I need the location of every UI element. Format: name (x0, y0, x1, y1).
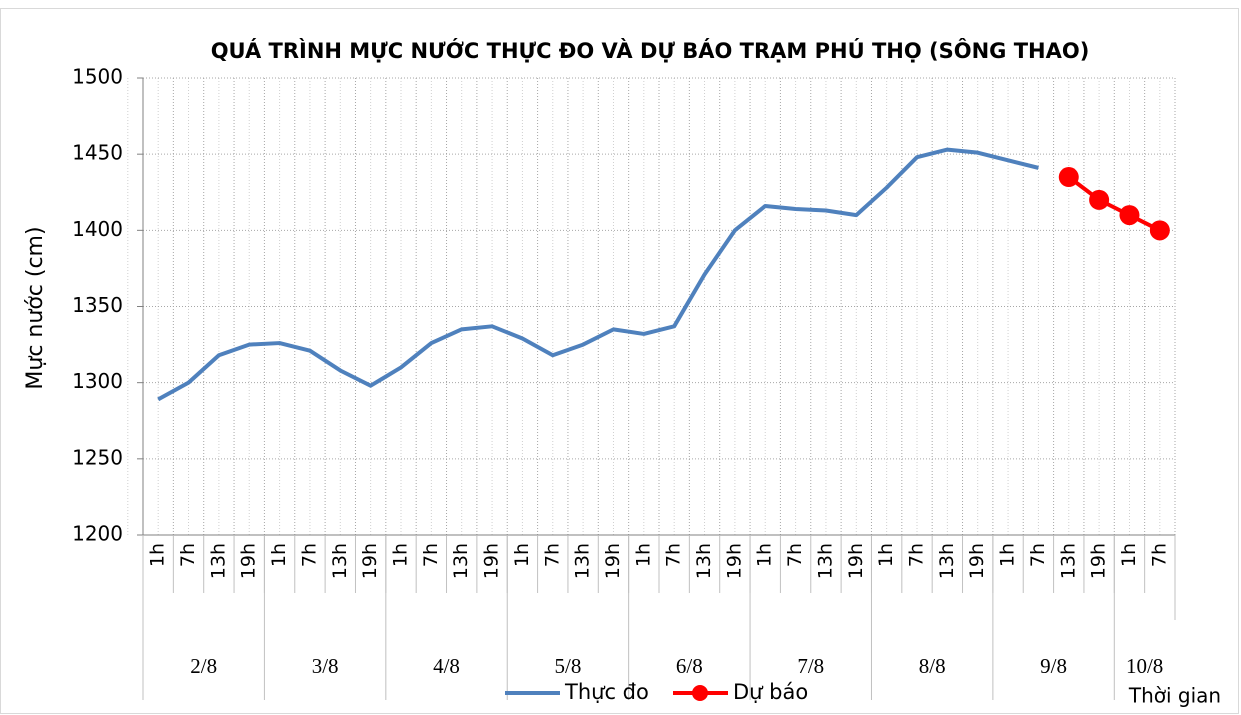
data-point (1089, 189, 1110, 210)
x-tick-label: 1h (390, 543, 412, 567)
x-tick-label: 1h (147, 543, 169, 567)
x-tick-label: 7h (1148, 543, 1170, 567)
x-group-label: 4/8 (433, 654, 460, 678)
x-tick-label: 7h (906, 543, 928, 567)
x-tick-label: 7h (784, 543, 806, 567)
x-tick-label: 13h (572, 543, 594, 579)
x-tick-label: 7h (541, 543, 563, 567)
legend-label: Thực đo (564, 680, 649, 704)
frame (0, 8, 1239, 714)
x-tick-label: 7h (1027, 543, 1049, 567)
x-group-label: 10/8 (1126, 654, 1163, 678)
x-group-label: 8/8 (919, 654, 946, 678)
legend-marker (692, 685, 708, 701)
x-tick-label: 7h (177, 543, 199, 567)
y-tick-label: 1500 (72, 65, 123, 89)
x-tick-label: 1h (997, 543, 1019, 567)
chart-title: QUÁ TRÌNH MỰC NƯỚC THỰC ĐO VÀ DỰ BÁO TRẠ… (211, 38, 1090, 63)
y-tick-label: 1250 (72, 445, 123, 469)
x-tick-label: 19h (723, 543, 745, 579)
x-tick-label: 1h (268, 543, 290, 567)
x-tick-label: 13h (207, 543, 229, 579)
x-group-label: 2/8 (190, 654, 217, 678)
x-tick-label: 13h (693, 543, 715, 579)
x-tick-label: 7h (663, 543, 685, 567)
x-tick-label: 13h (814, 543, 836, 579)
x-group-label: 5/8 (555, 654, 582, 678)
x-tick-label: 19h (602, 543, 624, 579)
x-tick-label: 1h (511, 543, 533, 567)
x-group-label: 3/8 (312, 654, 339, 678)
x-group-label: 9/8 (1040, 654, 1067, 678)
y-tick-label: 1300 (72, 369, 123, 393)
x-tick-label: 13h (450, 543, 472, 579)
x-tick-label: 7h (420, 543, 442, 567)
x-tick-label: 13h (936, 543, 958, 579)
x-tick-label: 1h (632, 543, 654, 567)
y-tick-label: 1200 (72, 522, 123, 546)
y-tick-label: 1450 (72, 141, 123, 165)
y-axis-label: Mực nước (cm) (23, 226, 48, 389)
data-point (1119, 205, 1140, 226)
x-tick-label: 1h (1118, 543, 1140, 567)
y-tick-label: 1350 (72, 293, 123, 317)
x-tick-label: 19h (238, 543, 260, 579)
x-tick-label: 19h (845, 543, 867, 579)
y-tick-label: 1400 (72, 217, 123, 241)
x-tick-label: 19h (359, 543, 381, 579)
series-line (157, 147, 1039, 402)
x-tick-label: 1h (875, 543, 897, 567)
x-tick-label: 19h (966, 543, 988, 579)
data-point (1058, 167, 1079, 188)
data-point (1149, 220, 1170, 241)
x-tick-label: 19h (1088, 543, 1110, 579)
x-tick-label: 13h (329, 543, 351, 579)
x-tick-label: 19h (481, 543, 503, 579)
x-tick-label: 1h (754, 543, 776, 567)
x-group-label: 6/8 (676, 654, 703, 678)
x-group-label: 7/8 (797, 654, 824, 678)
legend-label: Dự báo (733, 680, 808, 704)
x-tick-label: 13h (1057, 543, 1079, 579)
series-line (1067, 175, 1161, 233)
x-axis-label: Thời gian (1128, 684, 1221, 708)
x-tick-label: 7h (298, 543, 320, 567)
